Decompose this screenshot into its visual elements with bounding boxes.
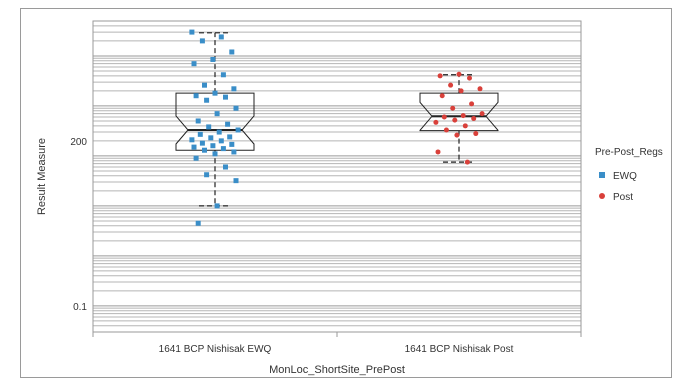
data-point-ewq	[193, 155, 199, 161]
chart-frame: 0.1 200 1641 BCP Nishisak EWQ 1641 BCP Nis…	[20, 8, 672, 378]
data-point-ewq	[229, 141, 235, 147]
data-point-ewq	[191, 144, 197, 150]
data-point-ewq	[206, 124, 212, 130]
legend-marker-post	[599, 193, 605, 199]
data-point-ewq	[218, 138, 224, 144]
data-point-ewq	[218, 34, 224, 40]
data-point-ewq	[202, 82, 207, 88]
box	[419, 92, 499, 132]
data-point-ewq	[204, 97, 210, 103]
data-point-ewq	[229, 49, 235, 55]
data-point-ewq	[231, 86, 237, 92]
data-point-ewq	[223, 94, 228, 100]
data-point-post	[477, 86, 483, 92]
data-point-post	[458, 88, 464, 94]
data-point-ewq	[235, 127, 241, 133]
data-point-post	[479, 111, 485, 117]
data-point-ewq	[216, 129, 222, 135]
x-tick-label: 1641 BCP Nishisak EWQ	[159, 344, 272, 355]
y-axis-title: Result Measure	[36, 138, 48, 215]
data-point-ewq	[189, 137, 195, 143]
data-point-post	[456, 71, 462, 77]
data-point-ewq	[214, 203, 220, 209]
data-point-post	[435, 149, 441, 155]
data-point-post	[452, 117, 458, 123]
data-points	[189, 29, 485, 226]
plot-area	[92, 20, 582, 333]
data-point-ewq	[195, 118, 201, 124]
data-point-post	[467, 75, 472, 81]
data-point-ewq	[220, 72, 226, 78]
data-point-ewq	[204, 172, 210, 178]
legend-marker-ewq	[599, 172, 605, 178]
data-point-ewq	[233, 105, 239, 111]
data-point-ewq	[231, 149, 237, 155]
data-point-ewq	[214, 111, 220, 117]
legend: Pre-Post_Regs EWQ Post	[595, 147, 663, 203]
legend-label-post: Post	[613, 192, 633, 203]
data-point-ewq	[233, 178, 239, 184]
data-point-ewq	[199, 38, 205, 44]
y-tick-label: 200	[70, 137, 87, 148]
data-point-ewq	[220, 146, 226, 152]
y-tick-labels: 0.1 200	[70, 137, 87, 313]
data-point-ewq	[202, 147, 207, 153]
data-point-post	[450, 105, 456, 111]
data-point-ewq	[225, 121, 231, 127]
data-point-ewq	[212, 151, 218, 157]
data-point-ewq	[212, 90, 218, 96]
data-point-post	[433, 119, 439, 125]
data-point-ewq	[199, 140, 205, 146]
legend-label-ewq: EWQ	[613, 171, 637, 182]
data-point-ewq	[227, 134, 233, 140]
data-point-post	[471, 116, 477, 122]
x-tick-labels: 1641 BCP Nishisak EWQ 1641 BCP Nishisak P…	[92, 332, 582, 355]
data-point-ewq	[223, 164, 228, 170]
data-point-post	[462, 123, 468, 129]
gridlines	[93, 20, 581, 333]
data-point-ewq	[210, 56, 216, 62]
data-point-post	[469, 101, 475, 107]
data-point-post	[473, 131, 479, 137]
x-axis-title: MonLoc_ShortSite_PrePost	[269, 364, 405, 376]
x-tick-label: 1641 BCP Nishisak Post	[405, 344, 514, 355]
boxes	[175, 32, 499, 207]
data-point-ewq	[189, 29, 195, 35]
data-point-post	[437, 73, 443, 79]
legend-title: Pre-Post_Regs	[595, 147, 663, 158]
data-point-ewq	[197, 131, 203, 137]
data-point-ewq	[191, 61, 197, 67]
data-point-ewq	[208, 135, 214, 141]
box	[175, 92, 255, 151]
data-point-post	[454, 132, 460, 138]
data-point-post	[441, 114, 447, 120]
data-point-ewq	[210, 143, 216, 149]
data-point-post	[443, 127, 449, 133]
data-point-ewq	[193, 93, 199, 99]
data-point-post	[460, 113, 466, 119]
data-point-post	[464, 159, 470, 165]
data-point-post	[448, 82, 454, 88]
y-tick-label: 0.1	[73, 302, 87, 313]
data-point-post	[439, 93, 445, 99]
data-point-ewq	[195, 220, 201, 226]
